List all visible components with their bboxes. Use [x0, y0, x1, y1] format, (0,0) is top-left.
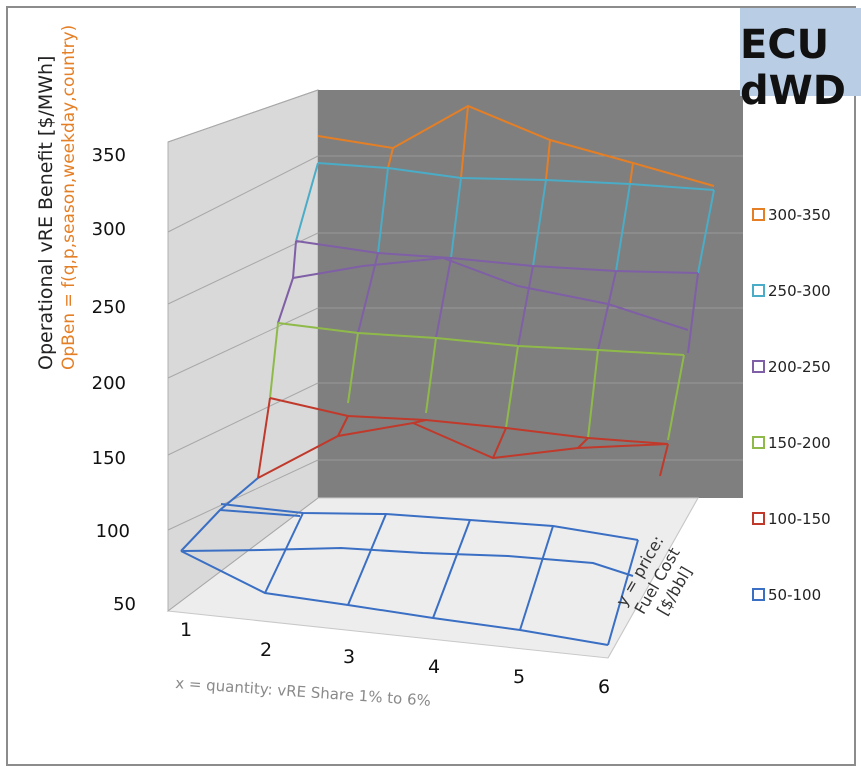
mesh-100-150-0 [337, 415, 349, 437]
region-badge-text: ECU dWD [740, 22, 861, 114]
mesh-150-200-1 [425, 337, 437, 414]
mesh-200-250-4 [687, 272, 699, 354]
x-tick-label-2: 2 [260, 639, 272, 661]
contour-300-350-top [317, 104, 715, 187]
mesh-100-150-edge [257, 397, 271, 479]
z-tick-label-200: 200 [92, 373, 126, 394]
z-axis-title: Operational vRE Benefit [$/MWh] [35, 55, 57, 370]
x-tick-labels: 1 2 3 4 5 6 [180, 619, 610, 698]
z-tick-labels: 50 100 150 200 250 300 350 [92, 145, 136, 615]
mesh-50-100-4 [607, 539, 639, 646]
side-gridline-5 [167, 459, 319, 531]
region-badge [740, 8, 861, 96]
mesh-100-150-1 [412, 419, 427, 424]
mesh-150-200-4 [667, 354, 685, 441]
contour-200-250-top [295, 240, 699, 274]
surface-chart: 50 100 150 200 250 300 350 1 2 3 4 5 6 [92, 89, 743, 698]
z-tick-label-250: 250 [92, 297, 126, 318]
legend-label: 100-150 [768, 510, 831, 528]
legend-item-150-200: 150-200 [752, 434, 831, 452]
mesh-100-150-2 [492, 427, 507, 459]
side-gridline-4 [167, 382, 319, 456]
mesh-250-300-0 [377, 167, 389, 254]
contour-100-150-top [269, 397, 669, 445]
mesh-300-350-0 [387, 147, 394, 169]
z-tick-label-150: 150 [92, 448, 126, 469]
side-gridline-6 [167, 497, 319, 612]
mesh-100-150-3 [577, 437, 589, 449]
chart-frame: 50 100 150 200 250 300 350 1 2 3 4 5 6 [6, 6, 856, 766]
badge-line2: dWD [740, 68, 846, 114]
mesh-200-250-1 [435, 257, 452, 339]
legend-swatch [752, 512, 765, 525]
floor-edge [607, 497, 699, 659]
legend-item-300-350: 300-350 [752, 206, 831, 224]
badge-line1: ECU [740, 22, 830, 68]
mesh-150-200-3 [587, 349, 599, 439]
mesh-250-300-4 [697, 189, 715, 274]
side-gridline-3 [167, 307, 319, 379]
contour-100-150-low [257, 421, 669, 479]
mesh-250-300-1 [450, 177, 462, 259]
mesh-50-100-edge [180, 477, 259, 552]
side-gridline-2 [167, 232, 319, 305]
legend-swatch [752, 436, 765, 449]
legend-label: 300-350 [768, 206, 831, 224]
contour-50-100-back2 [219, 509, 301, 517]
contour-50-100-back [220, 503, 639, 541]
contour-250-300-top [317, 162, 715, 191]
legend-item-250-300: 250-300 [752, 282, 831, 300]
gridlines [167, 89, 743, 612]
legend-swatch [752, 360, 765, 373]
z-axis-title-block: Operational vRE Benefit [$/MWh] OpBen = … [35, 25, 79, 370]
z-tick-label-100: 100 [96, 521, 130, 542]
legend-item-100-150: 100-150 [752, 510, 831, 528]
side-gridline-1 [167, 155, 319, 233]
mesh-200-250-3 [597, 270, 617, 351]
legend-swatch [752, 208, 765, 221]
mesh-300-350-3 [629, 162, 634, 185]
legend-label: 200-250 [768, 358, 831, 376]
z-axis-subtitle: OpBen = f(q,p,season,weekday,country) [59, 24, 79, 370]
back-wall [318, 90, 743, 498]
mesh-300-350-2 [545, 139, 551, 181]
x-tick-label-3: 3 [343, 646, 355, 668]
contour-50-100-mid [182, 549, 262, 552]
legend-label: 250-300 [768, 282, 831, 300]
mesh-50-100-1 [347, 513, 387, 606]
mesh-150-200-edge [269, 322, 279, 399]
mesh-150-200-2 [505, 345, 519, 429]
legend-label: 50-100 [768, 586, 822, 604]
legend-swatch [752, 284, 765, 297]
mesh-50-100-3 [519, 525, 554, 631]
mesh-50-100-0 [264, 512, 304, 594]
x-tick-label-5: 5 [513, 666, 525, 688]
mesh-200-250-2 [517, 265, 534, 347]
legend-item-200-250: 200-250 [752, 358, 831, 376]
z-tick-label-350: 350 [92, 145, 126, 166]
side-gridline-0 [167, 89, 319, 143]
mesh-150-200-0 [347, 332, 359, 404]
x-tick-label-6: 6 [598, 676, 610, 698]
mesh-200-250-0 [357, 252, 379, 334]
contour-150-200 [277, 322, 685, 356]
mesh-300-350-1 [460, 105, 469, 179]
legend-label: 150-200 [768, 434, 831, 452]
mesh-250-300-3 [615, 183, 631, 272]
mesh-50-100-2 [432, 519, 471, 619]
contour-200-250-low [292, 256, 689, 331]
legend-swatch [752, 588, 765, 601]
surface-mesh [180, 104, 715, 659]
contour-50-100-front [180, 550, 609, 646]
mesh-250-300-2 [532, 179, 547, 267]
mesh-200-250-edge [277, 240, 297, 324]
contour-50-100-row [260, 546, 634, 577]
z-tick-label-50: 50 [113, 594, 136, 615]
mesh-100-150-4 [659, 443, 669, 477]
x-tick-label-1: 1 [180, 619, 192, 641]
z-tick-label-300: 300 [92, 219, 126, 240]
legend-item-50-100: 50-100 [752, 586, 821, 604]
x-tick-label-4: 4 [428, 656, 440, 678]
mesh-250-300-edge [295, 162, 319, 242]
